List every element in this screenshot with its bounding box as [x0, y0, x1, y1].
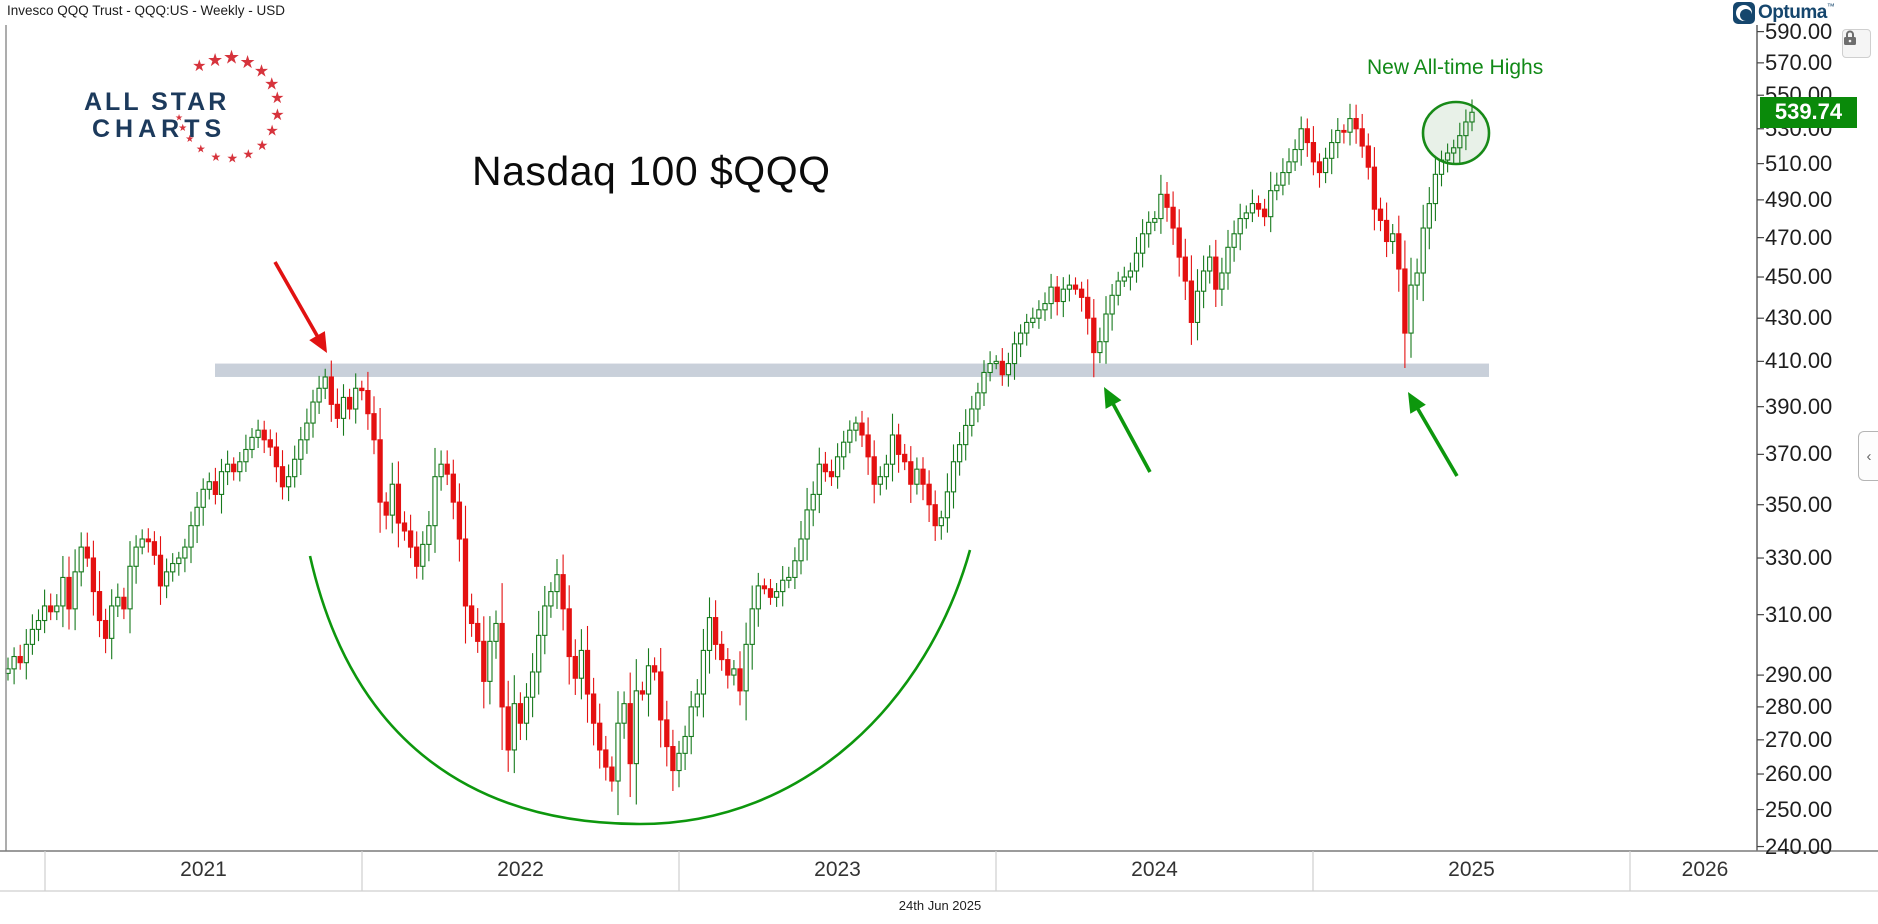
price-label: 270.00	[1765, 726, 1833, 752]
price-label: 590.00	[1765, 18, 1833, 44]
green-arrow-2-head	[1408, 392, 1426, 414]
price-label: 260.00	[1765, 761, 1833, 787]
panel-toggle-button[interactable]: ‹	[1858, 431, 1878, 481]
star-icon: ★	[239, 51, 256, 72]
green-arrow-2	[1412, 401, 1459, 477]
price-label: 330.00	[1765, 545, 1833, 571]
price-label: 240.00	[1765, 833, 1833, 859]
star-icon: ★	[270, 90, 285, 108]
optuma-icon	[1733, 2, 1755, 24]
price-label: 490.00	[1765, 186, 1833, 212]
price-label: 410.00	[1765, 348, 1833, 374]
star-icon: ★	[264, 74, 280, 94]
star-icon: ★	[265, 122, 279, 140]
chart-header-title: Invesco QQQ Trust - QQQ:US - Weekly - US…	[7, 3, 286, 18]
optuma-wordmark: Optuma	[1758, 2, 1827, 23]
star-icon: ★	[242, 146, 255, 162]
chevron-left-icon: ‹	[1866, 447, 1872, 465]
price-label: 370.00	[1765, 441, 1833, 467]
trademark-symbol: ™	[1826, 2, 1835, 11]
year-label: 2022	[497, 858, 544, 881]
green-arrow-1-head	[1104, 387, 1122, 409]
last-price-badge: 539.74	[1760, 96, 1857, 128]
year-label: 2026	[1681, 858, 1729, 881]
star-icon: ★	[195, 143, 206, 156]
lock-icon	[1844, 30, 1856, 45]
asc-logo-line1: ALL STAR	[84, 88, 230, 116]
red-arrow	[273, 261, 323, 344]
new-all-time-highs-label: New All-time Highs	[1367, 56, 1544, 79]
support-resistance-band	[215, 363, 1489, 377]
year-label: 2021	[180, 858, 227, 881]
footer-date: 24th Jun 2025	[898, 898, 982, 913]
star-icon: ★	[253, 61, 270, 81]
price-label: 430.00	[1765, 305, 1833, 331]
star-icon: ★	[185, 134, 195, 146]
star-icon: ★	[270, 106, 285, 124]
star-icon: ★	[255, 136, 269, 153]
price-label: 350.00	[1765, 491, 1833, 517]
optuma-logo: Optuma™	[1733, 2, 1835, 24]
star-icon: ★	[178, 123, 188, 135]
price-label: 250.00	[1765, 796, 1833, 822]
price-label: 510.00	[1765, 150, 1833, 176]
highlight-circle	[1421, 100, 1491, 166]
chart-title: Nasdaq 100 $QQQ	[472, 148, 831, 194]
cup-arc	[308, 549, 972, 826]
asc-logo-line2: CHARTS	[92, 115, 227, 143]
red-arrow-head	[309, 331, 327, 353]
year-label: 2023	[814, 858, 861, 881]
lock-button[interactable]	[1842, 29, 1871, 58]
price-label: 290.00	[1765, 662, 1833, 688]
price-label: 570.00	[1765, 49, 1833, 75]
price-label: 470.00	[1765, 224, 1833, 250]
star-icon: ★	[206, 49, 224, 70]
candles	[5, 99, 1475, 816]
star-icon: ★	[222, 47, 241, 69]
price-label: 450.00	[1765, 264, 1833, 290]
price-label: 280.00	[1765, 693, 1833, 719]
year-label: 2024	[1131, 858, 1178, 881]
star-icon: ★	[210, 149, 222, 164]
green-arrow-1	[1108, 396, 1152, 473]
star-icon: ★	[192, 58, 207, 76]
allstarcharts-logo: ALL STAR CHARTS ★ ★ ★ ★ ★ ★ ★ ★ ★ ★ ★ ★ ★ ★ ★ ★ ★	[80, 48, 290, 168]
price-label: 390.00	[1765, 393, 1833, 419]
star-icon: ★	[226, 150, 239, 166]
year-label: 2025	[1448, 858, 1495, 881]
price-label: 310.00	[1765, 601, 1833, 627]
star-icon: ★	[175, 112, 184, 123]
